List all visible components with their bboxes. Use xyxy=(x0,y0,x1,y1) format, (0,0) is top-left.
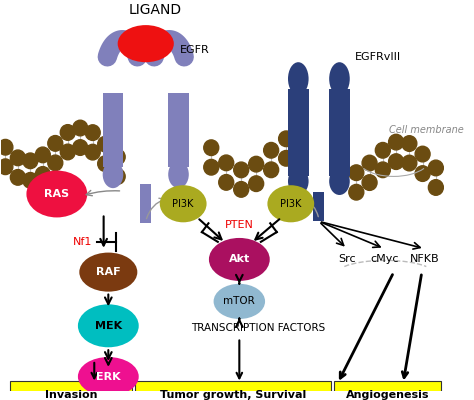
Ellipse shape xyxy=(168,161,189,188)
Ellipse shape xyxy=(78,304,139,347)
Circle shape xyxy=(249,176,264,192)
Circle shape xyxy=(362,175,377,190)
Circle shape xyxy=(60,144,75,160)
Text: NFKB: NFKB xyxy=(410,254,439,264)
Circle shape xyxy=(234,162,249,178)
Ellipse shape xyxy=(79,252,137,292)
Circle shape xyxy=(402,155,417,171)
Text: Akt: Akt xyxy=(229,254,250,264)
Text: Cell membrane: Cell membrane xyxy=(389,124,464,134)
Circle shape xyxy=(375,142,390,158)
Circle shape xyxy=(0,159,13,174)
Circle shape xyxy=(402,136,417,151)
Circle shape xyxy=(415,166,430,181)
Circle shape xyxy=(85,144,100,160)
Circle shape xyxy=(73,140,88,155)
Circle shape xyxy=(48,155,63,171)
Text: Tumor growth, Survival: Tumor growth, Survival xyxy=(160,390,306,400)
Bar xyxy=(135,382,331,400)
Text: Angiogenesis: Angiogenesis xyxy=(346,390,429,400)
Circle shape xyxy=(389,154,403,170)
Circle shape xyxy=(36,167,50,182)
Circle shape xyxy=(10,150,25,166)
Circle shape xyxy=(428,180,443,195)
Circle shape xyxy=(219,155,234,171)
Circle shape xyxy=(110,149,125,165)
Circle shape xyxy=(349,165,364,180)
Ellipse shape xyxy=(103,161,123,188)
Bar xyxy=(140,184,151,223)
Ellipse shape xyxy=(329,62,350,95)
Text: EGFRvIII: EGFRvIII xyxy=(355,52,401,62)
Circle shape xyxy=(249,156,264,172)
Bar xyxy=(334,382,441,400)
Text: RAF: RAF xyxy=(96,267,120,277)
Text: PI3K: PI3K xyxy=(173,199,194,209)
Ellipse shape xyxy=(288,168,309,195)
Ellipse shape xyxy=(214,284,265,319)
Circle shape xyxy=(264,162,279,178)
Bar xyxy=(10,382,132,400)
Text: Invasion: Invasion xyxy=(45,390,97,400)
Circle shape xyxy=(98,136,113,152)
Text: RAS: RAS xyxy=(44,189,69,199)
Circle shape xyxy=(36,147,50,163)
Circle shape xyxy=(279,150,293,166)
Text: TRANSCRIPTION FACTORS: TRANSCRIPTION FACTORS xyxy=(191,323,325,333)
Circle shape xyxy=(110,169,125,184)
Circle shape xyxy=(415,146,430,162)
Text: ERK: ERK xyxy=(96,372,120,382)
Bar xyxy=(329,88,350,176)
Text: Nf1: Nf1 xyxy=(73,237,92,247)
Ellipse shape xyxy=(329,168,350,195)
Circle shape xyxy=(264,142,279,158)
Text: EGFR: EGFR xyxy=(180,44,210,54)
Text: MEK: MEK xyxy=(95,321,122,331)
Text: Src: Src xyxy=(338,254,356,264)
Bar xyxy=(288,88,309,176)
Ellipse shape xyxy=(78,357,139,396)
Circle shape xyxy=(389,134,403,150)
Ellipse shape xyxy=(209,238,270,281)
Circle shape xyxy=(204,160,219,175)
Circle shape xyxy=(23,153,38,169)
Circle shape xyxy=(279,131,293,146)
Ellipse shape xyxy=(118,25,174,62)
Text: LIGAND: LIGAND xyxy=(128,4,182,18)
Circle shape xyxy=(98,156,113,172)
Circle shape xyxy=(349,184,364,200)
Text: mTOR: mTOR xyxy=(223,296,255,306)
Ellipse shape xyxy=(27,170,87,218)
Circle shape xyxy=(362,155,377,171)
Text: PTEN: PTEN xyxy=(225,220,254,230)
Circle shape xyxy=(0,140,13,155)
Circle shape xyxy=(428,160,443,176)
Ellipse shape xyxy=(288,62,309,95)
Circle shape xyxy=(23,172,38,188)
Text: PI3K: PI3K xyxy=(280,199,301,209)
Ellipse shape xyxy=(267,185,314,222)
Circle shape xyxy=(375,162,390,178)
Circle shape xyxy=(73,120,88,136)
Circle shape xyxy=(60,125,75,140)
Bar xyxy=(103,94,123,167)
Ellipse shape xyxy=(160,185,207,222)
Bar xyxy=(313,192,325,221)
Circle shape xyxy=(234,182,249,197)
Circle shape xyxy=(10,170,25,185)
Bar xyxy=(168,94,189,167)
Circle shape xyxy=(85,125,100,140)
Circle shape xyxy=(48,136,63,151)
Text: cMyc: cMyc xyxy=(370,254,399,264)
Circle shape xyxy=(219,174,234,190)
Circle shape xyxy=(204,140,219,156)
